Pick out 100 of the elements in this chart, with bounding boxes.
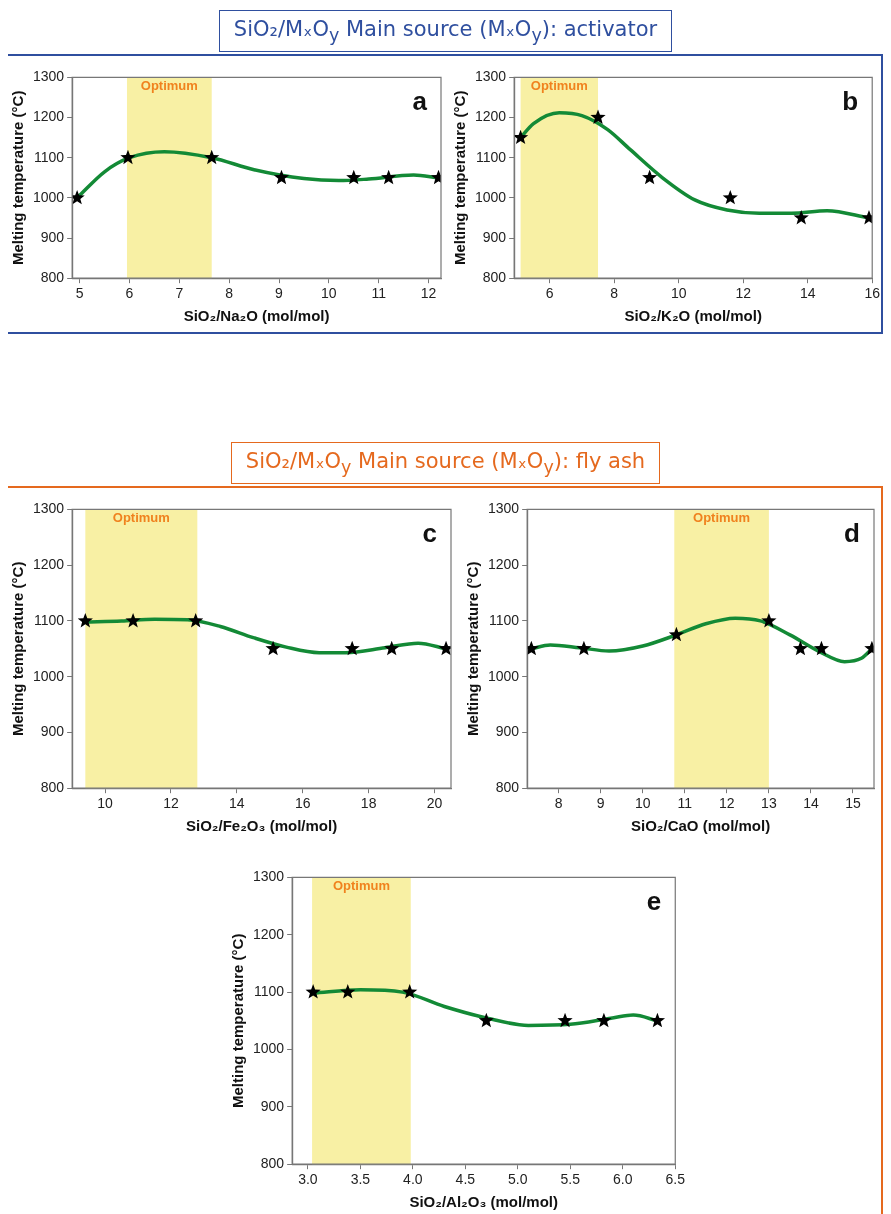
x-tick-label: 3.5 — [350, 1171, 371, 1188]
point — [590, 109, 606, 125]
x-tick-label: 6.5 — [665, 1171, 686, 1188]
x-tick-label: 9 — [596, 795, 605, 812]
y-tick-label: 800 — [260, 1155, 285, 1172]
y-axis-title: Melting temperature (°C) — [229, 933, 247, 1108]
x-tick-label: 16 — [294, 795, 311, 812]
y-tick-label: 1000 — [32, 188, 65, 205]
y-tick-label: 1300 — [32, 68, 65, 85]
y-tick-label: 1300 — [474, 68, 507, 85]
x-tick-label: 8 — [225, 285, 234, 302]
x-tick-label: 5.5 — [560, 1171, 581, 1188]
y-tick-label: 1100 — [34, 148, 65, 165]
x-tick-label: 13 — [761, 795, 777, 812]
x-tick-label: 4.0 — [403, 1171, 423, 1188]
x-tick-label: 8 — [554, 795, 563, 812]
x-tick-label: 6 — [125, 285, 134, 302]
point — [792, 640, 809, 656]
y-tick-label: 1000 — [487, 667, 520, 684]
point — [346, 169, 362, 185]
x-axis-title: SiO₂/Na₂O (mol/mol) — [183, 307, 330, 325]
x-tick-label: 3.0 — [298, 1171, 318, 1188]
y-tick-label: 1200 — [32, 556, 65, 573]
chart-title: SiO₂/MₓO$_{y}$ Main source (MₓO$_{y}$): activator — [218, 10, 673, 53]
band-label: Optimum — [332, 878, 390, 894]
x-tick-label: 11 — [677, 795, 693, 812]
x-tick-label: 9 — [275, 285, 284, 302]
x-tick-label: 14 — [803, 795, 819, 812]
y-tick-label: 900 — [40, 228, 65, 245]
y-axis-title: Melting temperature (°C) — [9, 561, 27, 736]
point — [273, 169, 290, 185]
y-tick-label: 1100 — [476, 148, 507, 165]
x-tick-label: 15 — [845, 795, 861, 812]
y-axis-title: Melting temperature (°C) — [451, 90, 469, 265]
y-tick-label: 1200 — [487, 556, 520, 573]
y-tick-label: 1000 — [32, 667, 65, 684]
annotation: e — [646, 885, 662, 916]
y-tick-label: 900 — [495, 723, 520, 740]
band-label: Optimum — [530, 78, 588, 94]
x-tick-label: 12 — [735, 285, 752, 302]
x-axis-title: SiO₂/K₂O (mol/mol) — [624, 307, 762, 325]
x-tick-label: 5 — [75, 285, 84, 302]
y-tick-label: 800 — [482, 269, 507, 286]
chart-title: SiO₂/MₓO$_{y}$ Main source (MₓO$_{y}$): fly ash — [230, 442, 661, 485]
x-tick-label: 18 — [360, 795, 377, 812]
x-tick-label: 14 — [799, 285, 816, 302]
y-tick-label: 800 — [40, 269, 65, 286]
x-tick-label: 11 — [371, 285, 387, 302]
x-tick-label: 14 — [229, 795, 245, 812]
y-axis-title: Melting temperature (°C) — [9, 90, 27, 265]
annotation: a — [412, 85, 428, 116]
x-tick-label: 10 — [321, 285, 337, 302]
y-tick-label: 1300 — [252, 868, 285, 885]
x-tick-label: 10 — [97, 795, 114, 812]
y-tick-label: 900 — [260, 1097, 285, 1114]
band-label: Optimum — [112, 510, 170, 526]
y-tick-label: 1200 — [252, 925, 285, 942]
point — [642, 169, 658, 185]
y-tick-label: 1100 — [254, 982, 285, 999]
x-tick-label: 10 — [634, 795, 651, 812]
y-tick-label: 800 — [495, 779, 520, 796]
annotation: c — [422, 517, 437, 548]
point — [204, 149, 220, 165]
point — [813, 640, 830, 656]
y-tick-label: 1300 — [487, 500, 520, 517]
point — [381, 169, 397, 185]
y-tick-label: 1000 — [474, 188, 507, 205]
point — [793, 209, 809, 225]
x-tick-label: 8 — [610, 285, 619, 302]
band-label: Optimum — [693, 510, 751, 526]
point — [722, 189, 738, 205]
x-axis-title: SiO₂/Fe₂O₃ (mol/mol) — [186, 817, 338, 835]
x-tick-label: 16 — [864, 285, 881, 302]
y-tick-label: 800 — [40, 779, 65, 796]
x-tick-label: 12 — [163, 795, 179, 812]
band-label: Optimum — [140, 78, 198, 94]
y-tick-label: 1300 — [32, 500, 65, 517]
point — [576, 640, 592, 656]
point — [514, 129, 529, 145]
x-tick-label: 6 — [545, 285, 554, 302]
point — [120, 149, 136, 165]
x-axis-title: SiO₂/CaO (mol/mol) — [630, 817, 771, 835]
point — [668, 626, 685, 642]
y-tick-label: 1200 — [32, 108, 65, 125]
x-tick-label: 7 — [175, 285, 184, 302]
point — [761, 612, 777, 628]
y-axis-title: Melting temperature (°C) — [464, 561, 482, 736]
x-tick-label: 6.0 — [613, 1171, 633, 1188]
x-tick-label: 4.5 — [455, 1171, 476, 1188]
x-tick-label: 12 — [719, 795, 735, 812]
x-tick-label: 12 — [420, 285, 437, 302]
y-tick-label: 1200 — [474, 108, 507, 125]
x-tick-label: 10 — [670, 285, 687, 302]
y-tick-label: 1100 — [34, 611, 65, 628]
x-tick-label: 20 — [426, 795, 443, 812]
y-tick-label: 900 — [40, 723, 65, 740]
x-tick-label: 5.0 — [508, 1171, 528, 1188]
y-tick-label: 1100 — [489, 611, 520, 628]
x-axis-title: SiO₂/Al₂O₃ (mol/mol) — [409, 1193, 559, 1211]
annotation: b — [842, 85, 859, 116]
